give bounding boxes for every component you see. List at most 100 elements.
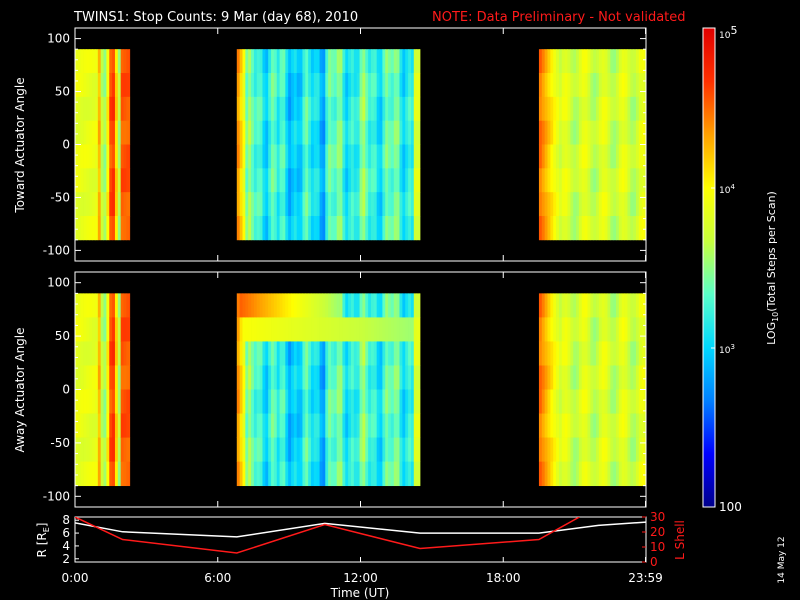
heatmap-cell [299, 168, 303, 193]
heatmap-cell [94, 49, 99, 74]
heatmap-cell [103, 96, 107, 122]
heatmap-cell [253, 73, 258, 98]
heatmap-cell [296, 437, 300, 462]
heatmap-cell [408, 317, 412, 342]
heatmap-cell [541, 144, 546, 169]
heatmap-cell [610, 49, 614, 74]
heatmap-cell [550, 192, 554, 217]
heatmap-cell [339, 461, 343, 487]
heatmap-cell [293, 341, 298, 366]
heatmap-cell [402, 461, 406, 487]
heatmap-cell [262, 365, 266, 390]
heatmap-cell [556, 461, 560, 487]
heatmap-cell [353, 341, 358, 366]
heatmap-cell [282, 168, 286, 193]
heatmap-cell [322, 293, 326, 318]
heatmap-cell [126, 168, 130, 193]
heatmap-cell [553, 168, 557, 193]
heatmap-cell [333, 317, 338, 342]
heatmap-cell [419, 49, 421, 74]
heatmap-cell [333, 341, 338, 366]
heatmap-cell [120, 215, 124, 241]
heatmap-cell [123, 341, 127, 366]
heatmap-cell [291, 437, 295, 462]
heatmap-cell [245, 341, 249, 366]
heatmap-cell [636, 120, 640, 145]
heatmap-cell [322, 120, 326, 145]
heatmap-cell [553, 293, 557, 318]
heatmap-cell [353, 215, 358, 241]
heatmap-cell [285, 413, 289, 438]
heatmap-cell [239, 96, 243, 122]
heatmap-cell [601, 192, 605, 217]
heatmap-cell [596, 120, 600, 145]
heatmap-cell [248, 365, 252, 390]
heatmap-cell [624, 461, 628, 487]
colorbar-tick-bottom: 100 [719, 500, 742, 514]
heatmap-cell [402, 120, 406, 145]
heatmap-cell [120, 413, 124, 438]
heatmap-cell [126, 365, 130, 390]
heatmap-cell [633, 215, 637, 241]
heatmap-cell [601, 144, 605, 169]
heatmap-cell [129, 317, 131, 342]
heatmap-cell [561, 389, 566, 414]
heatmap-cell [311, 49, 315, 74]
heatmap-cell [561, 293, 566, 318]
heatmap-cell [342, 49, 346, 74]
heatmap-cell [103, 215, 107, 241]
heatmap-cell [558, 413, 563, 438]
heatmap-cell [596, 192, 600, 217]
heatmap-cell [89, 317, 93, 342]
heatmap-cell [362, 365, 366, 390]
heatmap-cell [393, 96, 398, 122]
heatmap-cell [616, 120, 620, 145]
heatmap-cell [405, 317, 409, 342]
heatmap-cell [339, 215, 343, 241]
heatmap-cell [279, 317, 283, 342]
heatmap-cell [390, 168, 395, 193]
heatmap-cell [576, 389, 580, 414]
heatmap-cell [94, 317, 99, 342]
heatmap-cell [607, 437, 611, 462]
heatmap-cell [97, 461, 102, 487]
heatmap-cell [271, 341, 275, 366]
heatmap-cell [276, 120, 280, 145]
heatmap-cell [276, 168, 280, 193]
heatmap-cell [410, 317, 415, 342]
heatmap-cell [636, 293, 640, 318]
orbit-panel-frame [74, 516, 647, 563]
heatmap-cell [570, 120, 574, 145]
heatmap-cell [616, 317, 620, 342]
heatmap-cell [109, 317, 113, 342]
heatmap-cell [75, 168, 79, 193]
heatmap-cell [610, 461, 614, 487]
heatmap-cell [86, 413, 90, 438]
heatmap-cell [89, 192, 93, 217]
heatmap-cell [353, 96, 358, 122]
heatmap-cell [336, 389, 340, 414]
heatmap-cell [419, 215, 421, 241]
heatmap-cell [348, 389, 352, 414]
heatmap-cell [305, 389, 309, 414]
heatmap-cell [567, 413, 571, 438]
heatmap-cell [316, 96, 320, 122]
heatmap-cell [593, 437, 597, 462]
heatmap-cell [368, 293, 372, 318]
heatmap-cell [570, 215, 574, 241]
heatmap-cell [299, 317, 303, 342]
heatmap-cell [553, 413, 557, 438]
heatmap-cell [550, 365, 554, 390]
heatmap-cell [350, 293, 355, 318]
heatmap-cell [313, 49, 318, 74]
heatmap-cell [604, 49, 608, 74]
heatmap-cell [342, 144, 346, 169]
heatmap-cell [236, 144, 241, 169]
heatmap-cell [618, 437, 623, 462]
heatmap-cell [311, 293, 315, 318]
heatmap-cell [259, 49, 263, 74]
heatmap-cell [348, 341, 352, 366]
heatmap-cell [319, 215, 323, 241]
heatmap-cell [305, 293, 309, 318]
heatmap-cell [413, 317, 418, 342]
